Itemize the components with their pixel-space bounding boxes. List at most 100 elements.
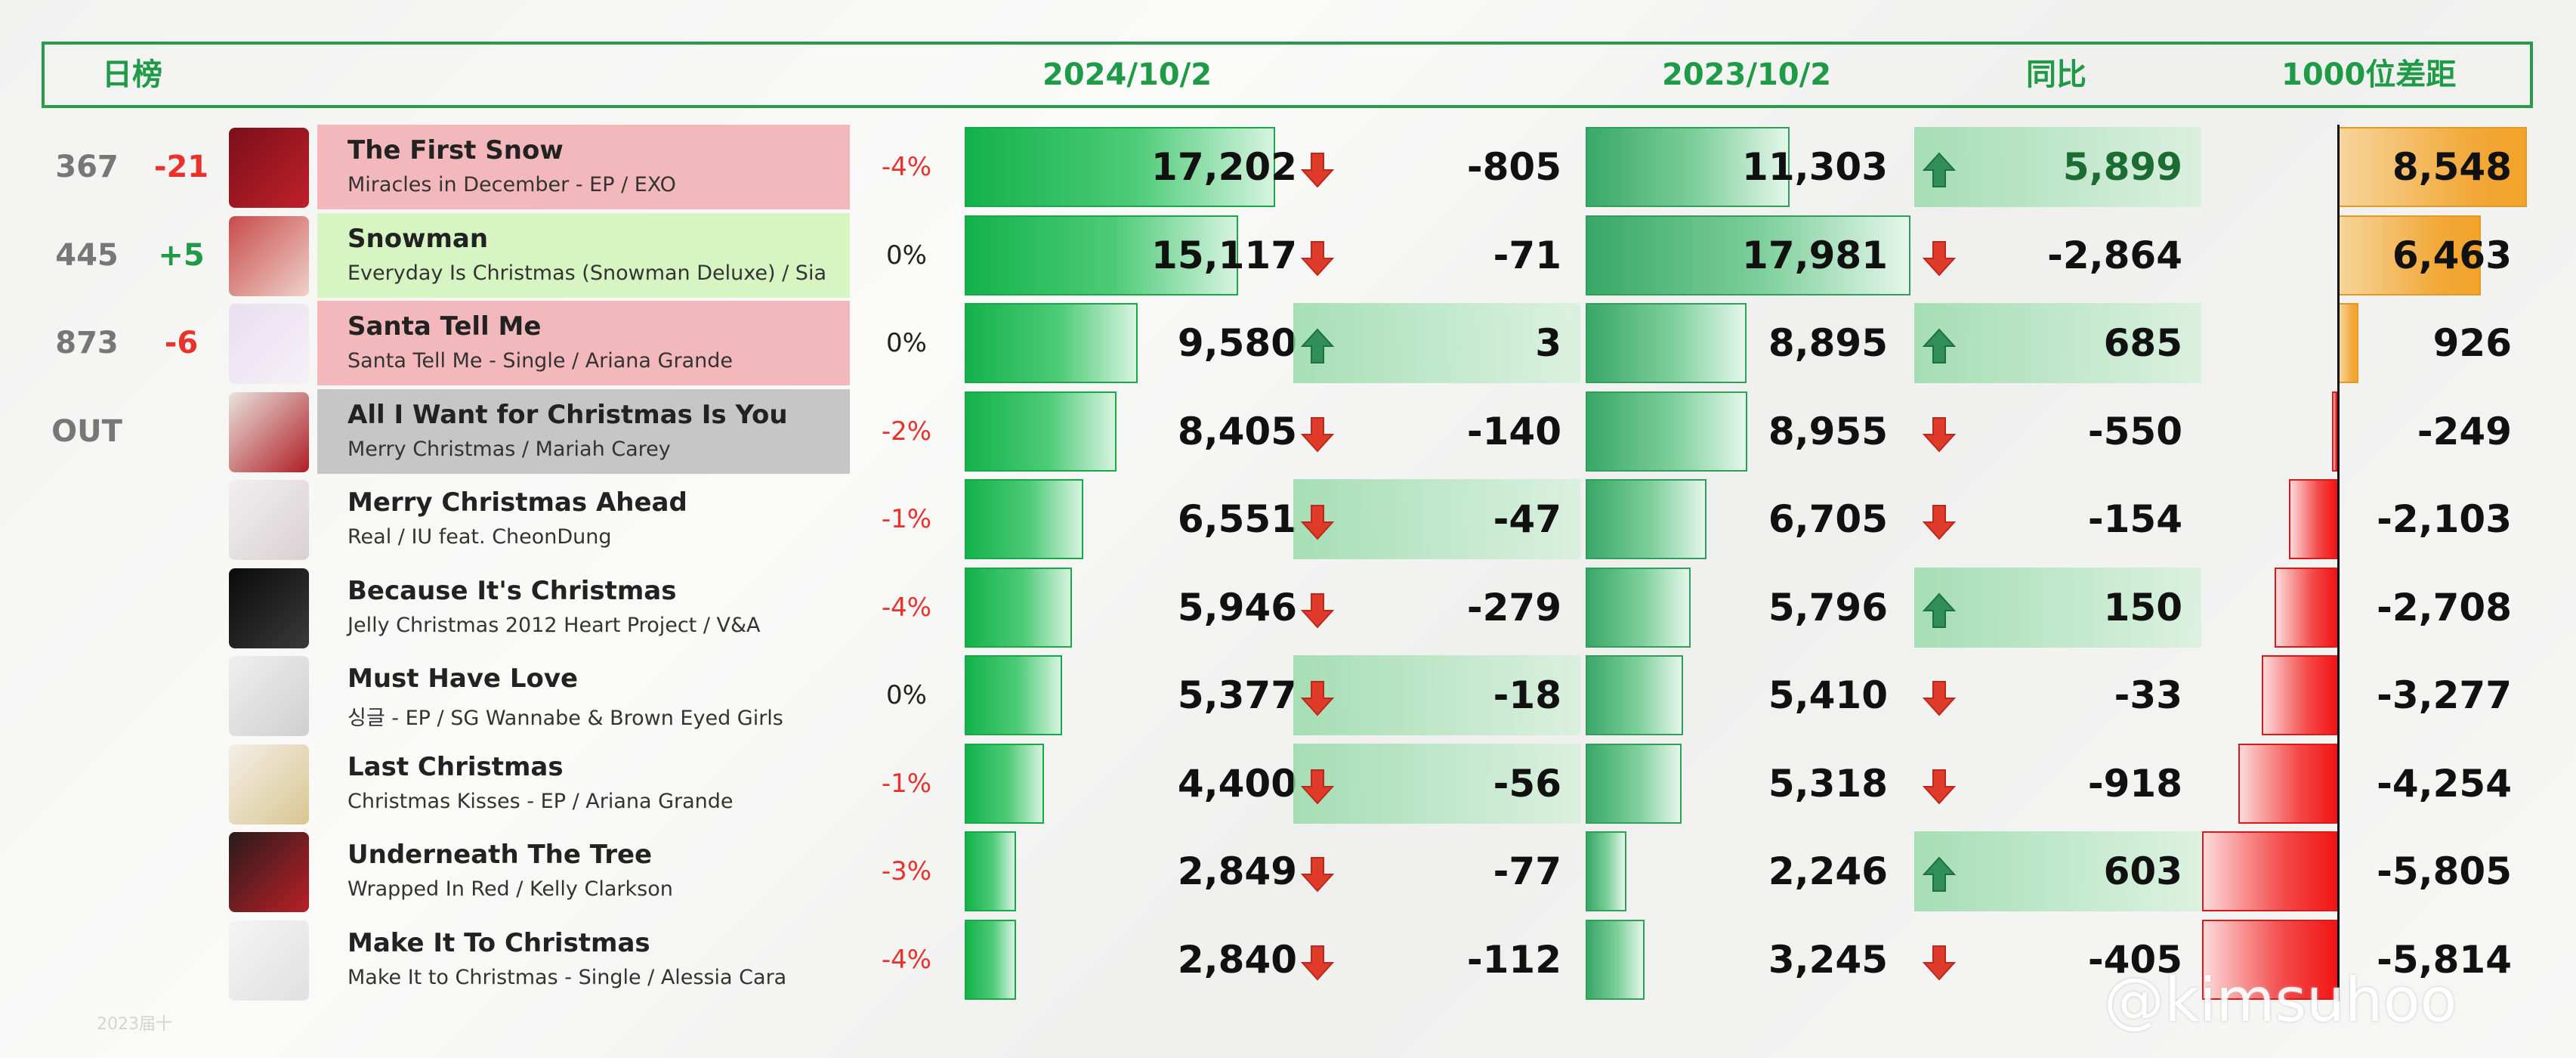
prev-year-bar: [1586, 127, 1790, 207]
song-title: Santa Tell Me: [347, 311, 542, 342]
album-cover-icon: [229, 920, 309, 1001]
song-subtitle: Merry Christmas / Mariah Carey: [347, 437, 671, 461]
daily-change-bg: [1293, 655, 1580, 735]
prev-year-value: 17,981: [1742, 233, 1888, 277]
rank-change: -6: [164, 326, 199, 360]
change-percent: -1%: [881, 504, 932, 534]
gap-bar: [2338, 215, 2481, 295]
current-bar: [965, 743, 1044, 824]
prev-year-bar: [1586, 919, 1645, 1000]
arrow-down-icon: [1922, 416, 1957, 453]
arrow-down-icon: [1300, 680, 1335, 716]
arrow-down-icon: [1300, 856, 1335, 892]
daily-change-value: -805: [1466, 145, 1561, 189]
arrow-down-icon: [1300, 592, 1335, 629]
prev-year-bar: [1586, 479, 1707, 559]
header-gap: 1000位差距: [2281, 57, 2457, 92]
arrow-down-icon: [1300, 769, 1335, 805]
gap-bar: [2289, 479, 2338, 559]
yoy-value: 150: [2103, 585, 2182, 630]
yoy-value: 685: [2103, 321, 2182, 365]
gap-bar: [2338, 127, 2527, 207]
arrow-down-icon: [1922, 769, 1957, 805]
prev-year-value: 5,796: [1768, 585, 1888, 630]
daily-change-value: -140: [1466, 409, 1561, 453]
album-cover-icon: [229, 128, 309, 208]
prev-year-value: 11,303: [1742, 145, 1888, 189]
rank-value: 367: [55, 150, 119, 184]
prev-year-bar: [1586, 655, 1683, 735]
current-bar: [965, 567, 1072, 648]
change-percent: 0%: [886, 328, 927, 358]
yoy-value: -918: [2087, 761, 2182, 806]
album-cover-icon: [229, 656, 309, 736]
change-percent: -4%: [881, 152, 932, 182]
rank-change: +5: [158, 237, 205, 273]
arrow-down-icon: [1300, 152, 1335, 188]
data-row-4: OUT All I Want for Christmas Is You Merry …: [0, 388, 2576, 474]
yoy-value: -405: [2087, 937, 2182, 982]
yoy-bg: [1914, 831, 2201, 911]
arrow-down-icon: [1300, 504, 1335, 540]
song-subtitle: 싱글 - EP / SG Wannabe & Brown Eyed Girls: [347, 707, 783, 730]
gap-value: -4,254: [2377, 761, 2512, 806]
song-title-cell: Snowman Everyday Is Christmas (Snowman De…: [317, 212, 850, 298]
prev-year-value: 5,410: [1768, 673, 1888, 717]
yoy-value: -550: [2087, 409, 2182, 453]
data-row-8: Last Christmas Christmas Kisses - EP / Ar…: [0, 741, 2576, 826]
gap-axis-line: [2337, 125, 2340, 1001]
prev-year-value: 3,245: [1768, 937, 1888, 982]
header-frame: [42, 42, 2533, 108]
song-subtitle: Make It to Christmas - Single / Alessia …: [347, 965, 787, 989]
daily-change-value: -71: [1493, 233, 1561, 277]
header-date-prev: 2023/10/2: [1662, 57, 1832, 92]
album-cover-icon: [229, 744, 309, 824]
album-cover-icon: [229, 304, 309, 384]
prev-year-value: 2,246: [1768, 849, 1888, 893]
arrow-up-icon: [1922, 592, 1957, 629]
song-title-cell: Because It's Christmas Jelly Christmas 20…: [317, 565, 850, 650]
change-percent: -4%: [881, 944, 932, 975]
gap-value: 926: [2432, 321, 2512, 365]
current-value: 2,849: [1177, 849, 1297, 893]
song-subtitle: Santa Tell Me - Single / Ariana Grande: [347, 349, 733, 373]
daily-change-bg: [1293, 303, 1580, 383]
prev-year-bar: [1586, 215, 1910, 295]
album-cover-icon: [229, 568, 309, 648]
yoy-value: -2,864: [2047, 233, 2182, 277]
song-title-cell: Santa Tell Me Santa Tell Me - Single / Ar…: [317, 301, 850, 385]
song-subtitle: Jelly Christmas 2012 Heart Project / V&A: [347, 613, 761, 637]
data-row-7: Must Have Love 싱글 - EP / SG Wannabe & Bro…: [0, 653, 2576, 738]
header-date-current: 2024/10/2: [1042, 57, 1212, 92]
arrow-up-icon: [1300, 328, 1335, 364]
change-percent: -4%: [881, 592, 932, 623]
current-value: 17,202: [1151, 145, 1297, 189]
song-title-cell: The First Snow Miracles in December - EP …: [317, 125, 850, 209]
current-bar: [965, 655, 1062, 735]
current-value: 9,580: [1177, 321, 1297, 365]
rank-value: 873: [55, 326, 119, 360]
gap-value: -5,805: [2377, 849, 2512, 893]
prev-year-bar: [1586, 303, 1747, 383]
rank-change: -21: [153, 150, 209, 184]
watermark-small: 2023届十: [97, 1015, 172, 1034]
gap-value: -249: [2417, 409, 2512, 453]
current-value: 8,405: [1177, 409, 1297, 453]
current-bar: [965, 127, 1275, 207]
song-title: Must Have Love: [347, 664, 579, 694]
change-percent: -1%: [881, 768, 932, 799]
daily-change-value: -47: [1493, 497, 1561, 541]
yoy-value: -154: [2087, 497, 2182, 541]
prev-year-value: 8,955: [1768, 409, 1888, 453]
arrow-up-icon: [1922, 856, 1957, 892]
song-title-cell: All I Want for Christmas Is You Merry Chr…: [317, 388, 850, 474]
arrow-up-icon: [1922, 328, 1957, 364]
song-subtitle: Real / IU feat. CheonDung: [347, 525, 612, 549]
song-subtitle: Wrapped In Red / Kelly Clarkson: [347, 877, 673, 901]
album-cover-icon: [229, 391, 309, 472]
change-percent: -3%: [881, 856, 932, 886]
yoy-bg: [1914, 127, 2201, 207]
prev-year-value: 6,705: [1768, 497, 1888, 541]
gap-value: 6,463: [2392, 233, 2512, 277]
